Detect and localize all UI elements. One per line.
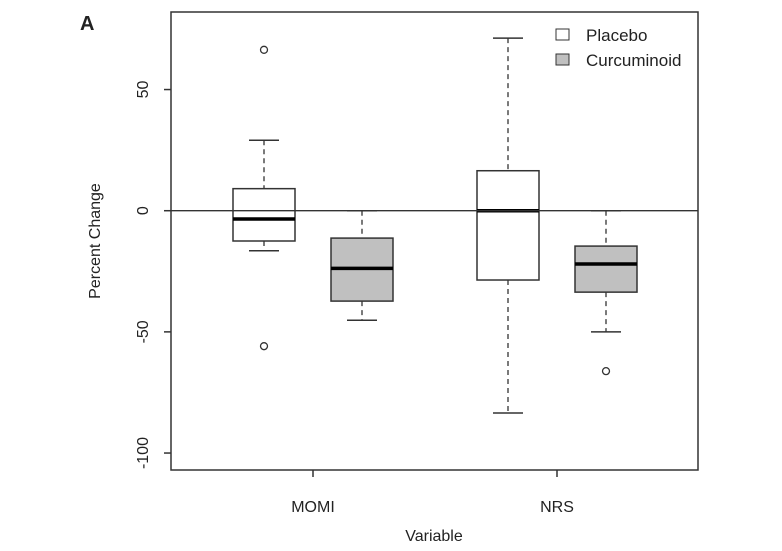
outlier-point (601, 366, 611, 376)
x-tick-label: NRS (540, 499, 574, 516)
legend-swatch-placebo (555, 28, 570, 41)
x-tick-label: MOMI (291, 499, 335, 516)
iqr-box (232, 187, 296, 242)
y-axis-label: Percent Change (87, 183, 104, 299)
outlier-point (259, 342, 269, 351)
y-axis: 50 0 -50 -100 (135, 81, 171, 469)
box-curcuminoid-nrs (574, 209, 638, 376)
y-tick-label: -50 (135, 320, 152, 343)
outlier-point (259, 45, 269, 54)
legend: Placebo Curcuminoid (555, 26, 681, 70)
box-placebo-nrs (476, 37, 540, 414)
iqr-box (574, 245, 638, 293)
legend-label-placebo: Placebo (586, 26, 647, 45)
plot-frame (170, 11, 699, 471)
y-tick-label: 50 (135, 81, 152, 99)
box-placebo-momi (232, 45, 296, 351)
x-axis-label: Variable (405, 528, 463, 545)
x-axis: MOMI NRS (291, 470, 574, 516)
legend-swatch-curcuminoid (555, 53, 570, 66)
box-curcuminoid-momi (330, 209, 394, 321)
y-tick-label: 0 (135, 206, 152, 215)
boxes (171, 37, 698, 414)
panel-label: A (80, 13, 94, 35)
y-tick-label: -100 (135, 437, 152, 469)
iqr-box (476, 169, 540, 281)
legend-label-curcuminoid: Curcuminoid (586, 51, 681, 70)
